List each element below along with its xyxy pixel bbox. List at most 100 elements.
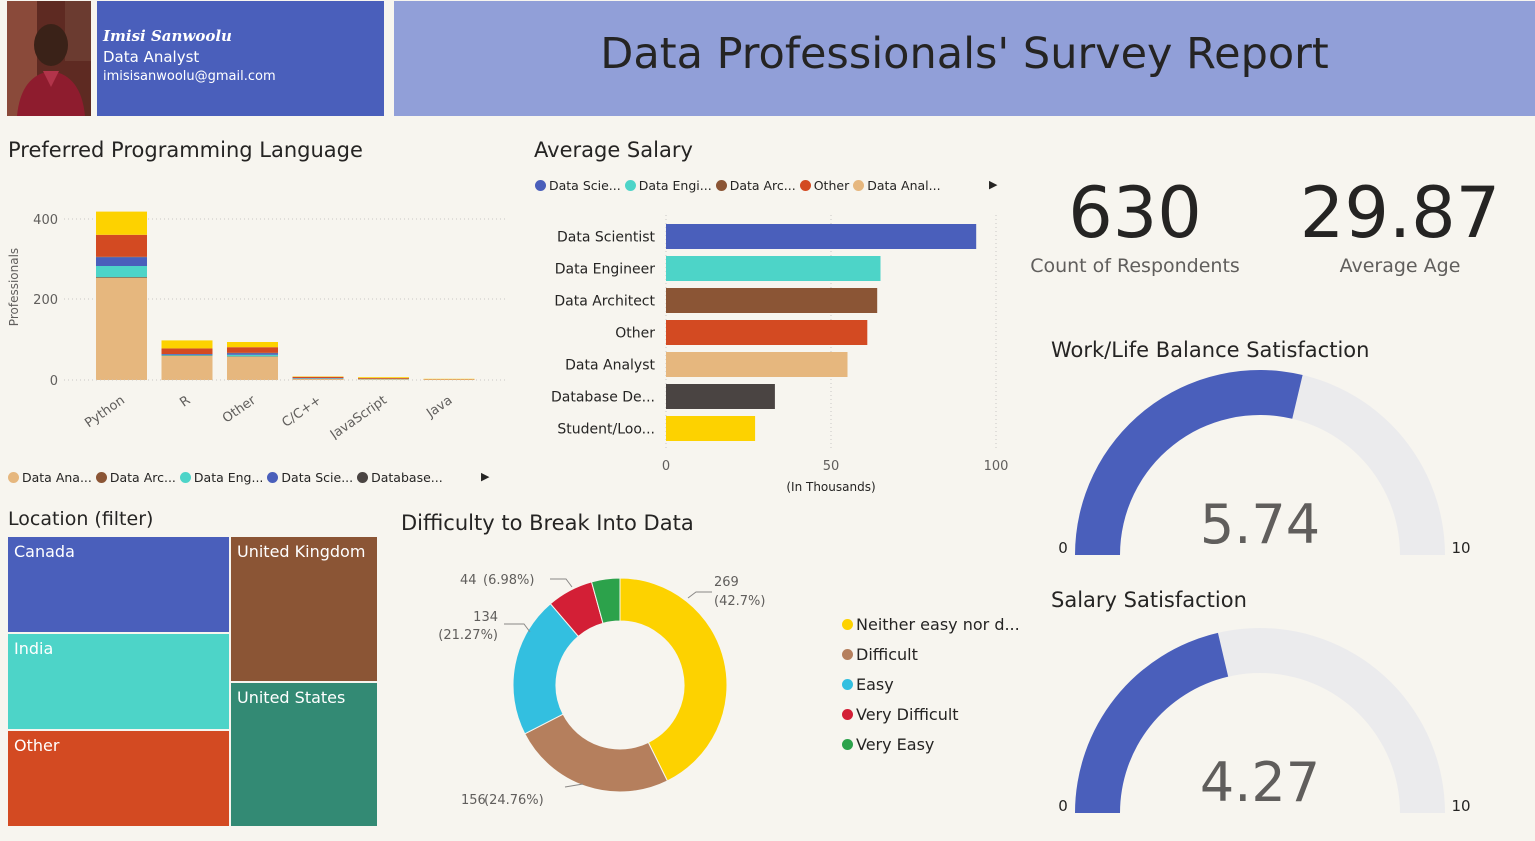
donut-label-pct: (6.98%)	[483, 573, 534, 588]
treemap-cell-united-kingdom[interactable]: United Kingdom	[230, 536, 378, 682]
respondents-label: Count of Respondents	[1030, 255, 1240, 277]
difficulty-legend-item[interactable]: Very Easy	[842, 729, 1020, 759]
location-title: Location (filter)	[8, 508, 154, 530]
salary-bar[interactable]	[666, 288, 878, 313]
profile-card: Imisi Sanwoolu Data Analyst imisisanwool…	[97, 1, 384, 116]
respondents-count: 630	[1068, 172, 1202, 254]
salary-bar[interactable]	[666, 384, 775, 409]
lang-legend-item[interactable]: Database...	[357, 470, 443, 485]
treemap-cell-canada[interactable]: Canada	[7, 536, 230, 633]
salary-legend-item[interactable]: Data Arc...	[715, 178, 796, 193]
difficulty-legend-item[interactable]: Neither easy nor d...	[842, 609, 1020, 639]
salary-category-label: Data Architect	[554, 294, 655, 310]
leader-line	[564, 783, 584, 788]
profile-role: Data Analyst	[103, 48, 200, 66]
lang-ytick-400: 400	[33, 213, 58, 228]
donut-slice[interactable]	[619, 577, 728, 782]
lang-ytick-200: 200	[33, 293, 58, 308]
lang-legend-item[interactable]: Data Eng...	[179, 470, 263, 485]
salary-legend-item[interactable]: Data Anal...	[853, 178, 941, 193]
salary-bar[interactable]	[666, 256, 881, 281]
lang-chart[interactable]: Professionals 400 200 0 Python R Other C/C+…	[0, 195, 520, 440]
gauge-fill	[1075, 370, 1303, 555]
lang-bar-segment[interactable]	[161, 340, 213, 349]
legend-label: Database...	[371, 470, 443, 485]
donut-slice[interactable]	[590, 577, 621, 624]
salary-bar[interactable]	[666, 416, 756, 441]
salary-bar[interactable]	[666, 352, 848, 377]
legend-swatch	[624, 180, 636, 191]
lang-bar-segment[interactable]	[227, 347, 278, 353]
lang-bar-segment[interactable]	[96, 257, 147, 266]
salary-legend-item[interactable]: Other	[799, 178, 849, 193]
legend-label: Very Easy	[856, 734, 935, 754]
lang-bar-segment[interactable]	[227, 356, 278, 380]
salary-xtick-50: 50	[823, 459, 840, 474]
salary-chart[interactable]: Data Scientist Data Engineer Data Architec…	[530, 210, 1030, 500]
profile-photo	[7, 1, 91, 116]
treemap-label: India	[14, 639, 54, 658]
lang-xtick-label: R	[177, 393, 193, 410]
lang-legend-item[interactable]: Data Arc...	[95, 470, 176, 485]
location-treemap[interactable]: Canada India Other United Kingdom United…	[7, 536, 378, 827]
lang-bar-segment[interactable]	[227, 354, 278, 357]
treemap-label: Canada	[14, 542, 75, 561]
lang-bar-segment[interactable]	[227, 342, 278, 348]
legend-label: Very Difficult	[856, 704, 959, 724]
treemap-cell-india[interactable]: India	[7, 633, 230, 730]
lang-bar-segment[interactable]	[161, 354, 213, 356]
lang-bar-segment[interactable]	[161, 356, 213, 380]
legend-swatch	[267, 472, 279, 483]
salary-bar[interactable]	[666, 224, 977, 249]
lang-xtick-label: C/C++	[279, 393, 324, 431]
legend-label: Difficult	[856, 644, 918, 664]
lang-ytick-0: 0	[50, 374, 58, 389]
lang-bar-segment[interactable]	[358, 377, 409, 378]
lang-bar-segment[interactable]	[96, 234, 147, 257]
difficulty-legend-item[interactable]: Easy	[842, 669, 1020, 699]
lang-bar-segment[interactable]	[292, 378, 344, 380]
legend-label: Data Arc...	[729, 178, 796, 193]
salary-legend-item[interactable]: Data Scie...	[535, 178, 621, 193]
legend-swatch	[842, 648, 853, 660]
difficulty-donut[interactable]: 269 (42.7%) 156 (24.76%) 134 (21.27%) 44…	[400, 560, 820, 820]
lang-bar-segment[interactable]	[96, 278, 147, 380]
lang-legend-next-arrow[interactable]: ▶	[481, 470, 490, 483]
legend-swatch	[535, 180, 546, 191]
lang-legend-item[interactable]: Data Scie...	[267, 470, 353, 485]
legend-label: Data Anal...	[867, 178, 941, 193]
legend-label: Data Ana...	[22, 470, 92, 485]
lang-ylabel: Professionals	[7, 248, 21, 326]
lang-bar-segment[interactable]	[358, 379, 409, 380]
lang-xtick-label: Python	[82, 393, 128, 431]
salary-category-label: Data Engineer	[555, 262, 655, 278]
difficulty-legend-item[interactable]: Very Difficult	[842, 699, 1020, 729]
lang-bar-segment[interactable]	[96, 266, 147, 278]
donut-label-count: 269	[714, 575, 739, 590]
lang-bar-segment[interactable]	[227, 353, 278, 355]
treemap-cell-other[interactable]: Other	[7, 730, 230, 827]
salary-category-label: Other	[615, 326, 655, 342]
salary-category-label: Data Scientist	[557, 230, 656, 246]
donut-slice[interactable]	[524, 713, 669, 793]
leader-line	[504, 623, 531, 633]
lang-legend: Data Ana... Data Arc... Data Eng... Data Sc…	[8, 470, 447, 485]
lang-bar-segment[interactable]	[161, 354, 213, 355]
lang-bar-segment[interactable]	[96, 277, 147, 278]
lang-legend-item[interactable]: Data Ana...	[8, 470, 92, 485]
salary-gauge: 4.27 0 10	[1058, 628, 1471, 815]
salary-legend-item[interactable]: Data Engi...	[624, 178, 712, 193]
difficulty-legend-item[interactable]: Difficult	[842, 639, 1020, 669]
salary-bar[interactable]	[666, 320, 868, 345]
gauge-max: 10	[1451, 539, 1470, 557]
lang-xtick-label: JavaScript	[327, 393, 390, 440]
lang-bar-segment[interactable]	[161, 348, 213, 354]
treemap-cell-united-states[interactable]: United States	[230, 682, 378, 827]
salary-legend-next-arrow[interactable]: ▶	[989, 178, 998, 191]
legend-swatch	[842, 738, 853, 750]
lang-bar-segment[interactable]	[358, 378, 409, 379]
lang-bar-segment[interactable]	[96, 211, 147, 235]
lang-bar-segment[interactable]	[292, 376, 344, 378]
leader-line	[687, 591, 712, 599]
worklife-gauge-title: Work/Life Balance Satisfaction	[1051, 338, 1370, 362]
